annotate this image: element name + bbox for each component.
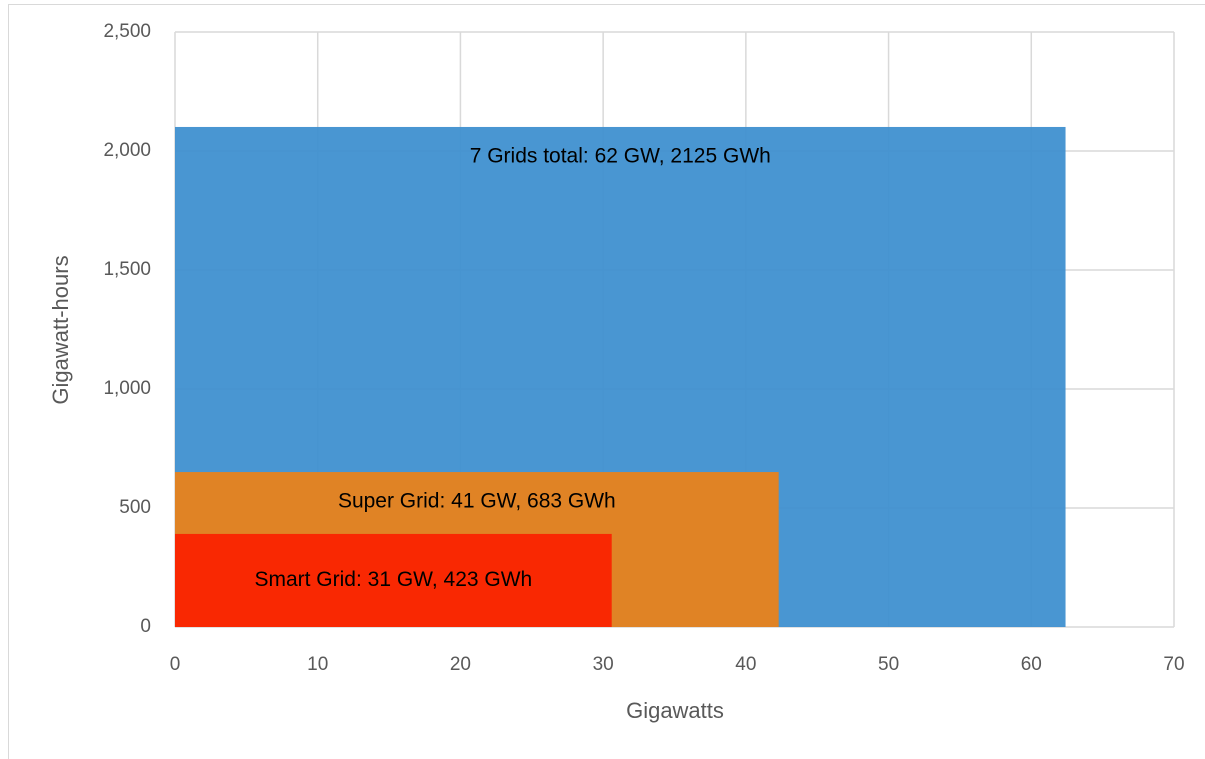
y-axis-title: Gigawatt-hours (48, 255, 73, 404)
x-tick-label: 70 (1163, 654, 1184, 675)
rect-label: Smart Grid: 31 GW, 423 GWh (254, 568, 532, 591)
x-tick-label: 50 (878, 654, 899, 675)
y-tick-label: 2,000 (103, 140, 151, 161)
x-tick-label: 30 (593, 654, 614, 675)
rect-label: 7 Grids total: 62 GW, 2125 GWh (470, 145, 771, 168)
x-tick-label: 20 (450, 654, 471, 675)
y-tick-label: 500 (119, 497, 151, 518)
x-tick-label: 40 (735, 654, 756, 675)
x-axis-title: Gigawatts (626, 698, 724, 723)
chart-border (8, 4, 1205, 759)
x-tick-label: 60 (1021, 654, 1042, 675)
x-tick-label: 0 (170, 654, 181, 675)
rect-label: Super Grid: 41 GW, 683 GWh (338, 490, 616, 513)
x-tick-label: 10 (307, 654, 328, 675)
area-rect (175, 533, 612, 627)
y-tick-label: 1,500 (103, 259, 151, 280)
y-tick-label: 2,500 (103, 21, 151, 42)
y-tick-label: 0 (140, 616, 151, 637)
y-tick-label: 1,000 (103, 378, 151, 399)
